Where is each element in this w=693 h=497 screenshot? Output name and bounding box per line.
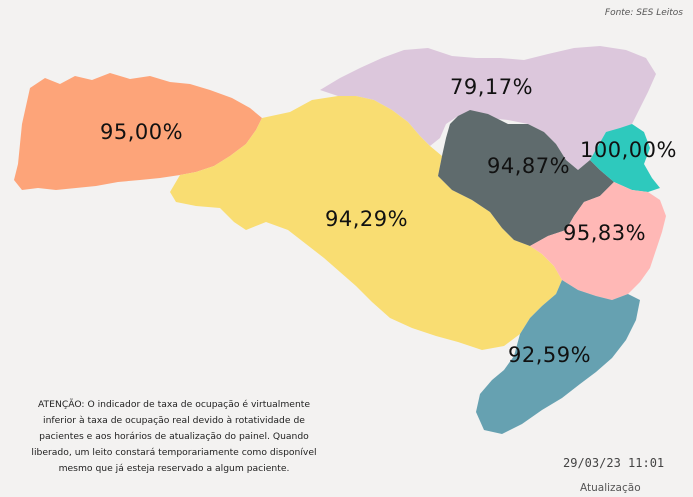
region-grande-florianopolis[interactable] [530, 182, 666, 300]
region-planalto-norte[interactable] [320, 46, 656, 170]
update-label: Atualização [580, 482, 641, 494]
region-meio-oeste-serra[interactable] [170, 96, 562, 350]
pct-meio-oeste-serra: 94,29% [325, 207, 408, 231]
pct-planalto-norte: 79,17% [450, 75, 533, 99]
pct-vale-itajai: 94,87% [487, 154, 570, 178]
occupancy-notice: ATENÇÃO: O indicador de taxa de ocupação… [31, 399, 317, 474]
pct-sul: 92,59% [508, 343, 591, 367]
pct-grande-florianopolis: 95,83% [563, 221, 646, 245]
pct-foz-itajai: 100,00% [580, 138, 677, 162]
region-sul[interactable] [476, 280, 640, 434]
update-timestamp: 29/03/23 11:01 [563, 456, 665, 470]
region-vale-itajai[interactable] [438, 110, 614, 246]
pct-extremo-oeste: 95,00% [100, 120, 183, 144]
region-foz-itajai[interactable] [590, 124, 660, 192]
region-extremo-oeste[interactable] [14, 73, 262, 190]
source-note: Fonte: SES Leitos [604, 8, 683, 18]
